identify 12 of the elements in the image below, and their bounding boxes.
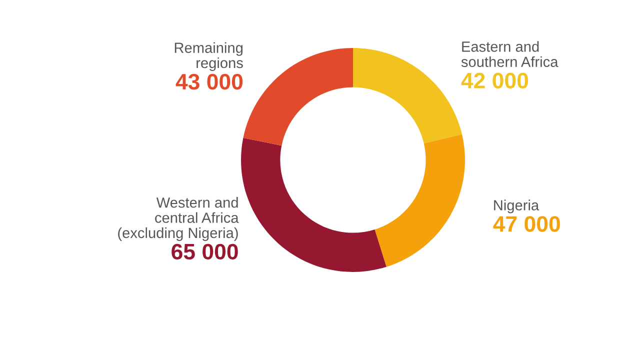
- data-label: 47 000: [493, 216, 560, 232]
- donut-slice: [243, 48, 353, 146]
- donut-slice: [353, 48, 462, 144]
- data-label: 42 000: [461, 72, 528, 88]
- data-label: 43 000: [176, 74, 243, 90]
- slice-label: Eastern and southern Africa: [461, 41, 558, 68]
- donut-slice: [374, 134, 465, 267]
- donut-slice: [241, 138, 386, 272]
- slice-label: Nigeria: [494, 200, 540, 214]
- slice-label: Remaining regions: [174, 42, 243, 72]
- data-label: 65 000: [172, 244, 238, 260]
- slice-label: Western and central Africa (excluding Nigeria): [118, 197, 239, 241]
